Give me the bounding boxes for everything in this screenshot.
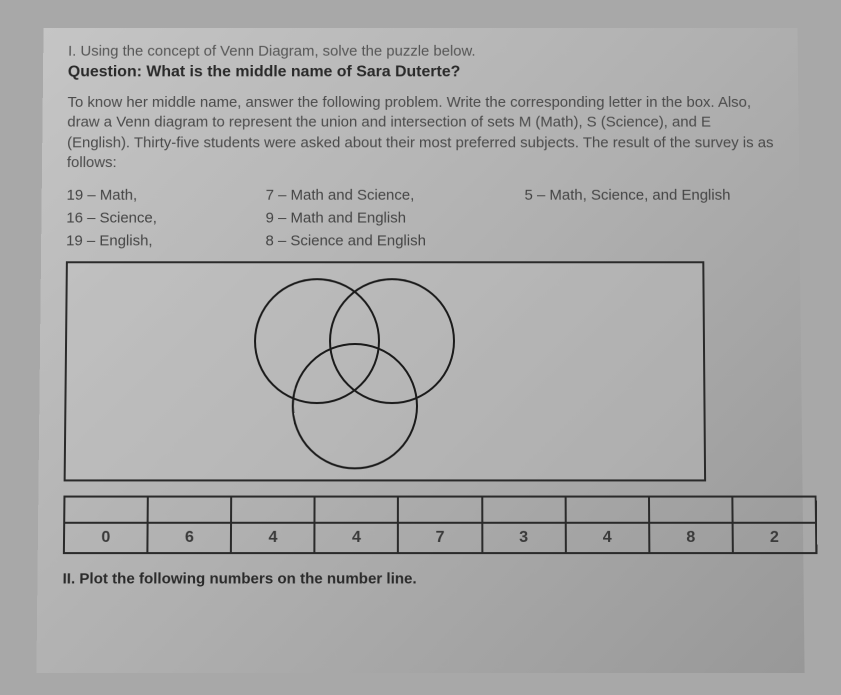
- table-row: [64, 497, 816, 523]
- answer-cell: 3: [482, 523, 566, 553]
- answer-cell: [64, 497, 148, 523]
- survey-cell: 19 – Math,: [66, 187, 206, 204]
- venn-diagram: [206, 271, 527, 481]
- question-text: Question: What is the middle name of Sar…: [68, 64, 773, 82]
- survey-cell: 8 – Science and English: [265, 232, 464, 249]
- survey-cell: [525, 232, 775, 249]
- answer-cell: [482, 497, 566, 523]
- answer-cell: 4: [315, 523, 399, 553]
- survey-cell: 16 – Science,: [66, 210, 206, 227]
- survey-row: 16 – Science, 9 – Math and English: [66, 210, 774, 227]
- section1-heading: I. Using the concept of Venn Diagram, so…: [68, 43, 773, 60]
- answer-cell: 6: [147, 523, 231, 553]
- survey-cell: 19 – English,: [66, 232, 206, 249]
- answer-cell: [649, 497, 733, 523]
- answer-cell: 7: [398, 523, 482, 553]
- answer-cell: [732, 497, 816, 523]
- venn-circle-math: [255, 279, 379, 403]
- intro-paragraph: To know her middle name, answer the foll…: [67, 93, 774, 173]
- answer-cell: 4: [565, 523, 649, 553]
- table-row: 0 6 4 4 7 3 4 8 2: [64, 523, 816, 553]
- survey-row: 19 – English, 8 – Science and English: [66, 232, 775, 249]
- answer-cell: [398, 497, 482, 523]
- answer-cell: 2: [732, 523, 816, 553]
- venn-circle-science: [330, 279, 454, 403]
- answer-cell: [315, 497, 399, 523]
- venn-circle-english: [293, 344, 417, 468]
- survey-cell: 5 – Math, Science, and English: [525, 187, 775, 204]
- answer-cell: [565, 497, 649, 523]
- section2-heading: II. Plot the following numbers on the nu…: [63, 570, 779, 587]
- answer-cell: 8: [649, 523, 733, 553]
- venn-diagram-box: [64, 261, 706, 481]
- answer-table: 0 6 4 4 7 3 4 8 2: [63, 496, 818, 555]
- survey-cell: [525, 210, 775, 227]
- answer-cell: 0: [64, 523, 148, 553]
- answer-cell: 4: [231, 523, 315, 553]
- worksheet-page: I. Using the concept of Venn Diagram, so…: [36, 28, 804, 673]
- answer-cell: [148, 497, 232, 523]
- survey-cell: 9 – Math and English: [266, 210, 465, 227]
- survey-cell: 7 – Math and Science,: [266, 187, 465, 204]
- survey-row: 19 – Math, 7 – Math and Science, 5 – Mat…: [66, 187, 774, 204]
- answer-cell: [231, 497, 315, 523]
